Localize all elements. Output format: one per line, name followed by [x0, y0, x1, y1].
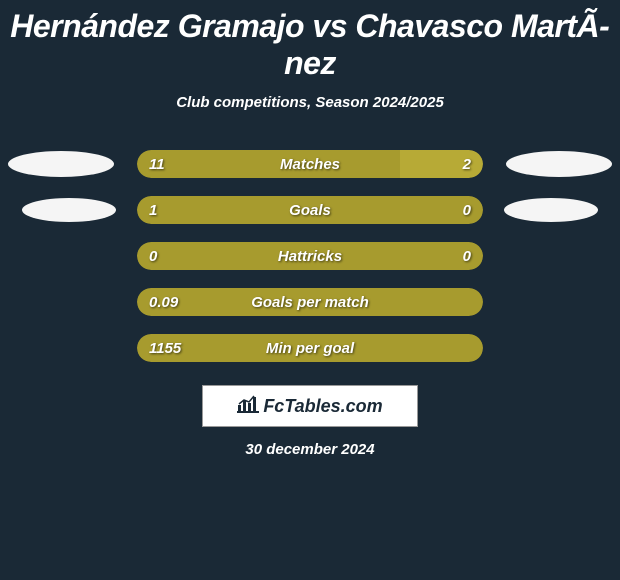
stats-area: 112Matches 10Goals 00Hattricks 0.09Goals pe…: [0, 141, 620, 371]
stat-bar: 10Goals: [137, 196, 483, 224]
stat-bar: 00Hattricks: [137, 242, 483, 270]
player-left-indicator: [22, 198, 116, 222]
stat-label: Matches: [137, 150, 483, 178]
subtitle: Club competitions, Season 2024/2025: [0, 94, 620, 111]
stat-row: 1155Min per goal: [0, 325, 620, 371]
stat-bar: 1155Min per goal: [137, 334, 483, 362]
page-title: Hernández Gramajo vs Chavasco MartÃ­nez: [0, 8, 620, 82]
date-text: 30 december 2024: [0, 441, 620, 458]
stat-row: 112Matches: [0, 141, 620, 187]
stat-bar: 0.09Goals per match: [137, 288, 483, 316]
stat-row: 0.09Goals per match: [0, 279, 620, 325]
stat-row: 10Goals: [0, 187, 620, 233]
stat-label: Goals: [137, 196, 483, 224]
stat-label: Min per goal: [137, 334, 483, 362]
stat-label: Goals per match: [137, 288, 483, 316]
fctables-logo[interactable]: FcTables.com: [202, 385, 418, 427]
logo-text: FcTables.com: [263, 396, 382, 417]
stat-bar: 112Matches: [137, 150, 483, 178]
comparison-card: Hernández Gramajo vs Chavasco MartÃ­nez …: [0, 0, 620, 458]
stat-row: 00Hattricks: [0, 233, 620, 279]
chart-icon: [237, 395, 259, 418]
logo-inner: FcTables.com: [237, 395, 382, 418]
player-right-indicator: [504, 198, 598, 222]
player-right-indicator: [506, 151, 612, 177]
player-left-indicator: [8, 151, 114, 177]
stat-label: Hattricks: [137, 242, 483, 270]
